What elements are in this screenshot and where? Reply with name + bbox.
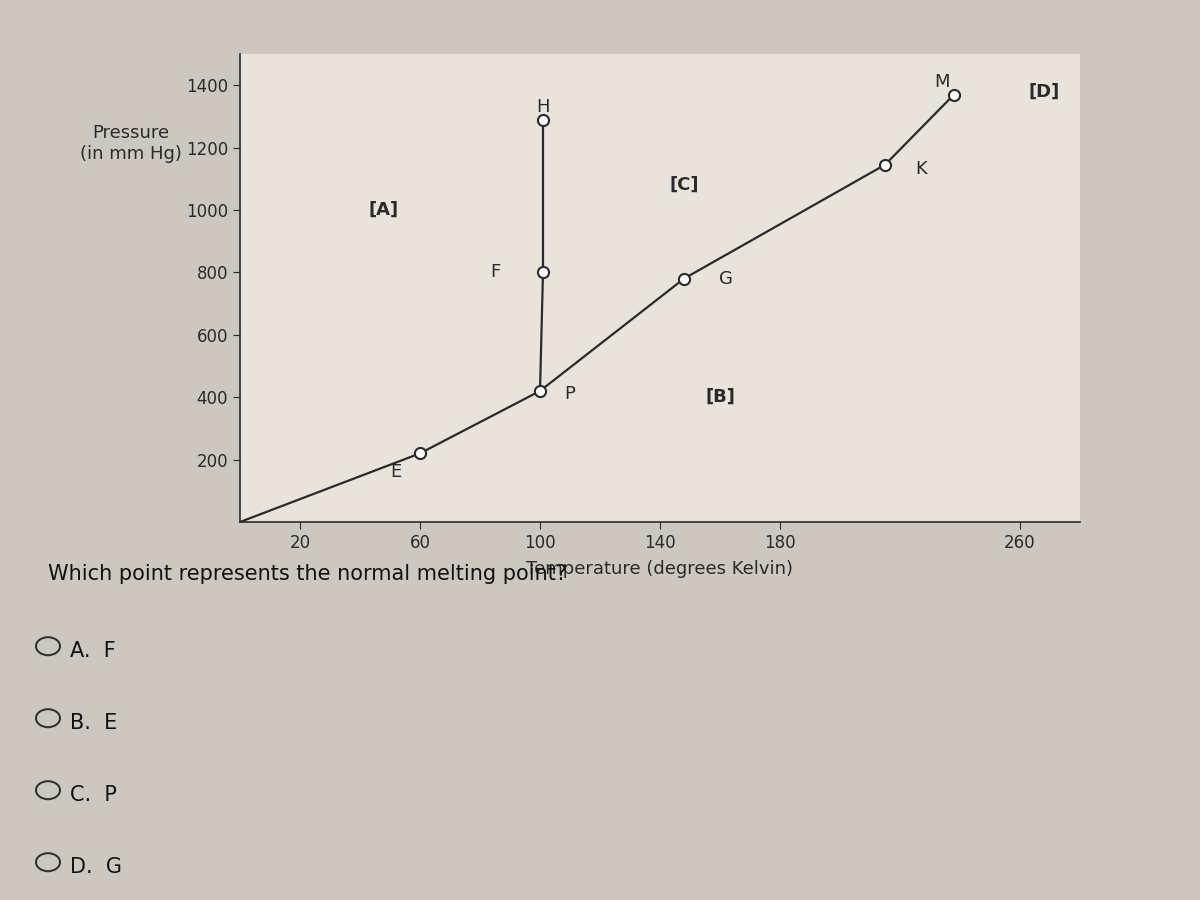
- Text: F: F: [490, 264, 500, 282]
- Text: [D]: [D]: [1028, 83, 1060, 101]
- Text: H: H: [536, 98, 550, 116]
- Text: B.  E: B. E: [70, 713, 116, 733]
- Text: K: K: [916, 160, 926, 178]
- Text: C.  P: C. P: [70, 785, 116, 805]
- Text: E: E: [390, 464, 402, 482]
- Text: Which point represents the normal melting point?: Which point represents the normal meltin…: [48, 564, 568, 584]
- X-axis label: Temperature (degrees Kelvin): Temperature (degrees Kelvin): [527, 560, 793, 578]
- Text: [C]: [C]: [670, 176, 698, 194]
- Text: M: M: [935, 73, 949, 91]
- Text: [B]: [B]: [706, 388, 734, 406]
- Text: A.  F: A. F: [70, 641, 115, 661]
- Text: [A]: [A]: [368, 201, 400, 219]
- Text: G: G: [719, 270, 733, 288]
- Text: D.  G: D. G: [70, 857, 121, 877]
- Text: P: P: [564, 385, 576, 403]
- Y-axis label: Pressure
(in mm Hg): Pressure (in mm Hg): [80, 124, 181, 163]
